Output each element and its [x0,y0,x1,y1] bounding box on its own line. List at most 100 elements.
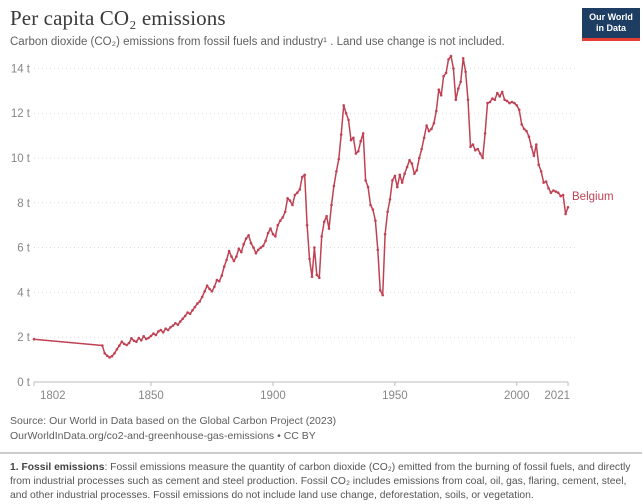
data-point-marker [396,185,399,189]
data-point-marker [283,210,287,214]
y-axis-tick-label: 12 t [11,108,31,120]
data-point-marker [500,90,504,94]
data-point-marker [488,100,492,104]
data-point-marker [552,189,555,192]
data-point-marker [352,136,355,140]
footnote-label: 1. Fossil emissions [10,462,105,473]
data-point-marker [179,320,182,323]
data-point-marker [205,284,209,287]
data-point-marker [376,248,380,252]
data-point-marker [142,335,145,338]
data-point-marker [481,156,485,160]
data-point-marker [381,293,385,297]
data-point-marker [561,193,565,197]
data-point-marker [566,206,570,209]
data-point-marker [461,57,465,60]
y-axis-tick-label: 0 t [17,377,31,389]
data-point-marker [293,193,297,197]
data-point-marker [359,139,363,143]
data-point-marker [339,133,343,136]
data-point-marker [510,100,514,104]
data-point-marker [327,227,331,230]
data-point-marker [108,356,111,359]
data-point-marker [196,302,199,305]
data-point-marker [105,354,109,358]
data-point-marker [257,248,260,252]
data-point-marker [437,88,441,91]
data-point-marker [430,127,433,131]
entity-label-belgium[interactable]: Belgium [572,191,614,203]
data-point-marker [525,129,528,133]
data-point-marker [357,150,360,153]
data-point-marker [496,91,499,95]
data-point-marker [337,157,341,161]
data-point-marker [225,258,228,262]
data-point-marker [266,231,270,235]
data-point-marker [554,190,558,193]
owid-logo-line1: Our World [589,12,633,22]
data-point-marker [442,74,445,78]
data-point-marker [135,340,138,344]
data-point-marker [188,312,192,316]
data-point-marker [147,336,150,340]
data-point-marker [532,154,536,158]
y-axis-tick-label: 2 t [17,332,31,344]
data-point-marker [157,330,160,333]
data-point-marker [152,332,155,335]
data-point-marker [259,246,263,249]
data-point-marker [413,172,416,175]
data-point-marker [308,257,311,261]
data-point-marker [140,339,143,342]
data-point-marker [322,220,326,224]
data-point-marker [422,136,426,140]
page-subtitle: Carbon dioxide (CO₂) emissions from foss… [10,36,505,48]
data-point-marker [132,339,136,343]
data-point-marker [161,331,165,334]
data-point-marker [281,216,285,219]
data-point-marker [232,259,236,263]
data-point-marker [313,246,316,249]
data-point-marker [127,341,131,345]
data-point-marker [222,265,226,268]
data-point-marker [208,287,211,291]
data-point-marker [296,191,299,194]
source-link[interactable]: Source: Our World in Data based on the G… [10,415,337,427]
data-point-marker [447,58,450,61]
data-point-marker [408,158,411,162]
data-point-marker [130,337,133,340]
data-point-marker [254,251,258,255]
canonical-url-link[interactable]: OurWorldInData.org/co2-and-greenhouse-ga… [10,429,275,442]
data-point-marker [215,278,219,282]
data-point-marker [403,172,406,175]
data-point-marker [549,191,553,194]
data-point-marker [476,147,480,151]
data-point-marker [354,152,358,155]
data-point-marker [415,169,419,172]
data-point-marker [539,170,543,173]
data-point-marker [547,186,550,190]
data-point-marker [544,180,548,183]
data-point-marker [400,181,404,184]
data-point-marker [120,340,124,344]
data-point-marker [405,165,409,169]
data-point-marker [274,235,277,238]
chart-area[interactable]: 0 t 2 t 4 t 6 t 8 t 10 t 12 t 14 t 1802 1850 1900 1… [0,50,642,410]
data-point-marker [347,118,350,122]
data-point-marker [517,108,521,112]
data-point-marker [522,127,526,131]
data-point-marker [288,199,292,202]
data-point-marker [310,275,314,278]
data-point-marker [325,214,328,218]
page-title: Per capita CO₂ emissions [10,6,226,30]
owid-logo[interactable]: Our World in Data [582,8,640,41]
data-point-marker [388,198,392,201]
data-point-marker [298,188,302,191]
data-point-marker [218,279,221,283]
data-line-belgium[interactable] [33,55,569,359]
data-point-marker [198,300,202,303]
data-point-marker [191,309,194,312]
chart-plot-area[interactable]: 0 t 2 t 4 t 6 t 8 t 10 t 12 t 14 t 1802 1850 1900 1… [0,50,642,410]
data-point-marker [535,143,538,146]
data-point-marker [122,342,126,346]
data-point-marker [240,250,243,254]
